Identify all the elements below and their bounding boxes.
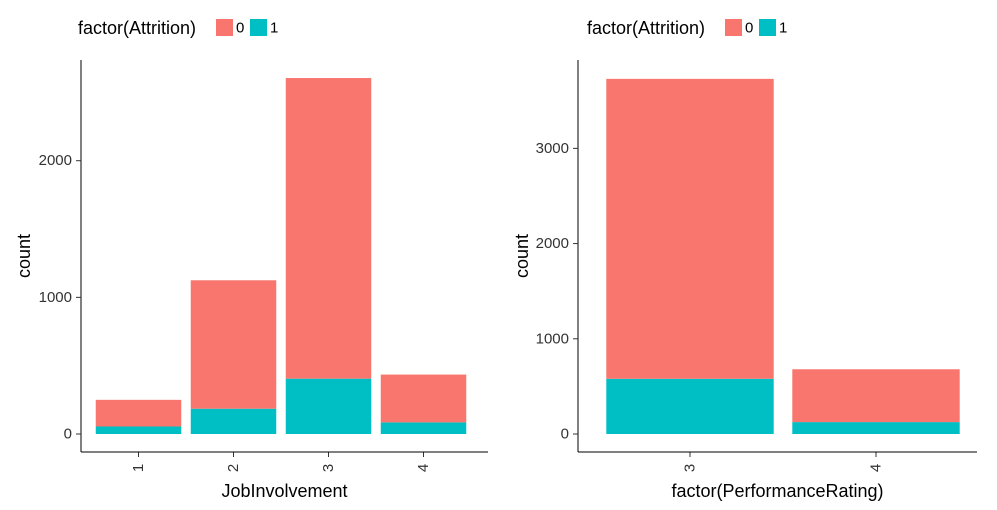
bar-2-series-1	[190, 408, 277, 434]
legend-label-0: 0	[236, 20, 244, 37]
y-tick-label: 0	[64, 426, 72, 443]
bar-3-series-1	[285, 378, 372, 434]
legend: factor(Attrition) 0 1	[78, 18, 278, 38]
y-tick-label: 1000	[536, 330, 569, 347]
x-tick-label: 1	[130, 464, 147, 472]
x-tick-label: 3	[320, 464, 337, 472]
legend-label-0: 0	[745, 20, 753, 37]
x-tick-label: 2	[225, 464, 242, 472]
chart-panel-2: 3 4 0 1000 2000 3000 factor(PerformanceRating)…	[512, 18, 977, 501]
x-tick-label: 4	[415, 464, 432, 472]
legend-swatch-1	[250, 19, 267, 36]
legend-label-1: 1	[779, 20, 787, 37]
x-axis-title: factor(PerformanceRating)	[671, 481, 883, 501]
chart-panel-1: 1 2 3 4 0 1000 2000 JobInvolvement count factor(A…	[14, 18, 488, 501]
bar-4-series-0	[380, 374, 467, 423]
y-tick-label: 3000	[536, 140, 569, 157]
bar-1-series-1	[95, 426, 182, 434]
bar-3-series-0	[606, 78, 774, 379]
bar-1-series-0	[95, 399, 182, 427]
x-tick-label: 3	[682, 464, 699, 472]
bar-4-series-1	[380, 422, 467, 434]
legend-swatch-0	[725, 19, 742, 36]
y-tick-label: 2000	[536, 235, 569, 252]
legend-swatch-0	[216, 19, 233, 36]
legend-label-1: 1	[270, 20, 278, 37]
y-tick-label: 0	[561, 426, 569, 443]
legend-title: factor(Attrition)	[587, 18, 705, 38]
x-tick-label: 4	[868, 464, 885, 472]
bar-4-series-0	[792, 369, 960, 423]
y-axis-title: count	[14, 234, 34, 278]
bar-2-series-0	[190, 280, 277, 409]
y-tick-label: 2000	[39, 152, 72, 169]
legend: factor(Attrition) 0 1	[587, 18, 787, 38]
y-axis-title: count	[512, 234, 532, 278]
y-tick-label: 1000	[39, 289, 72, 306]
bar-3-series-0	[285, 78, 372, 379]
legend-swatch-1	[759, 19, 776, 36]
x-axis-title: JobInvolvement	[221, 481, 347, 501]
bar-3-series-1	[606, 378, 774, 434]
legend-title: factor(Attrition)	[78, 18, 196, 38]
bar-4-series-1	[792, 422, 960, 434]
